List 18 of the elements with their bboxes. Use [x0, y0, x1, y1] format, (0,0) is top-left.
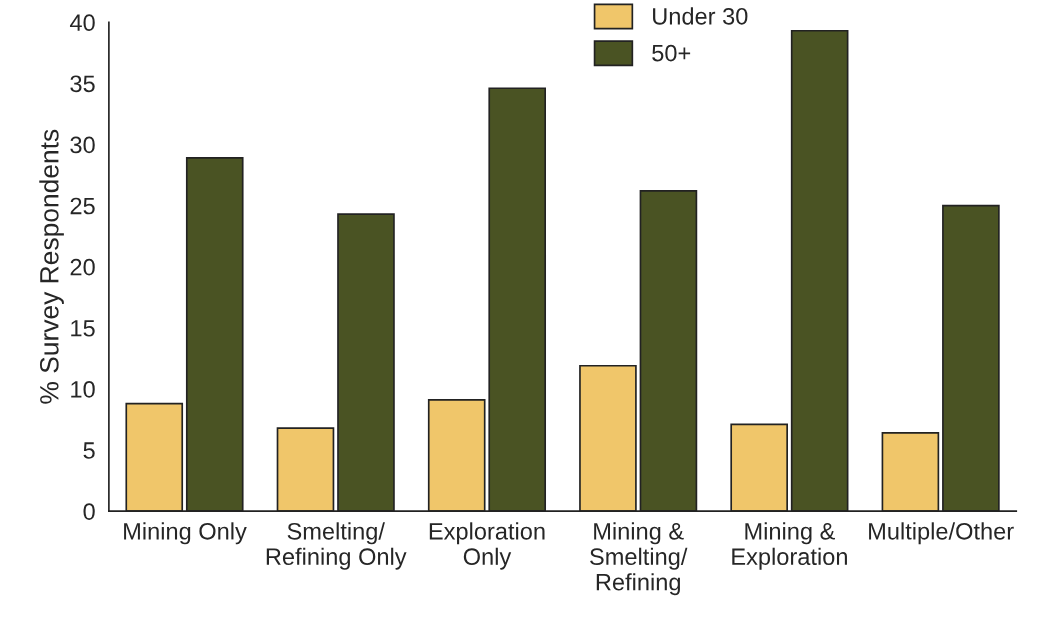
x-tick-label: Mining & Smelting/ Refining [590, 522, 688, 596]
x-tick-label: Multiple/Other [869, 522, 1014, 545]
x-tick-label: Smelting/ Refining Only [266, 522, 407, 570]
y-axis-title: % Survey Respondents [39, 129, 64, 404]
y-tick-label: 15 [71, 320, 95, 337]
legend-label: Under 30 [653, 7, 748, 25]
y-tick-label: 30 [70, 136, 95, 154]
y-tick-label: 0 [83, 503, 95, 520]
x-tick-label: Exploration Only [429, 522, 545, 570]
legend-label: 50+ [652, 44, 691, 62]
y-tick-label: 40 [69, 14, 95, 32]
y-tick-label: 25 [70, 197, 95, 215]
y-tick-label: 20 [70, 258, 95, 276]
x-tick-label: Mining & Exploration [732, 522, 847, 570]
y-tick-label: 35 [70, 75, 95, 93]
y-tick-label: 5 [83, 442, 95, 459]
x-tick-label: Mining Only [124, 522, 247, 545]
y-tick-label: 10 [71, 381, 95, 398]
